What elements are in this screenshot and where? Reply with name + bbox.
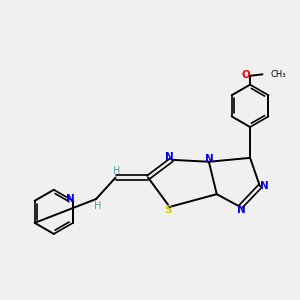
Text: N: N — [237, 206, 246, 215]
Text: N: N — [205, 154, 214, 164]
Text: N: N — [165, 152, 174, 163]
Text: CH₃: CH₃ — [271, 70, 286, 79]
Text: N: N — [260, 181, 269, 191]
Text: H: H — [94, 201, 101, 211]
Text: H: H — [113, 166, 121, 176]
Text: S: S — [164, 206, 172, 215]
Text: N: N — [66, 194, 74, 204]
Text: O: O — [242, 70, 251, 80]
